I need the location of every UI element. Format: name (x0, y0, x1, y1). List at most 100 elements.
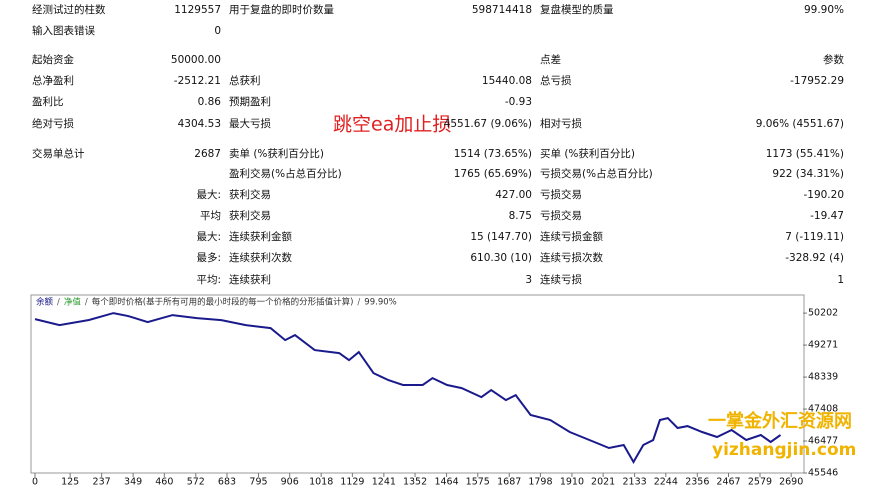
report-cell: 连续获利金额 (229, 230, 292, 243)
chart-header-part: / (357, 298, 360, 308)
report-cell: 平均: (196, 274, 221, 286)
watermark-url: yizhangjin.com (712, 440, 856, 460)
report-cell: 0 (214, 25, 221, 37)
x-tick-label: 1575 (466, 477, 490, 488)
x-tick-label: 2356 (685, 477, 709, 488)
report-cell: 参数 (823, 53, 844, 66)
x-tick-label: 460 (155, 477, 173, 488)
report-cell: 最大亏损 (229, 117, 271, 130)
report-cell: 卖单 (%获利百分比) (229, 147, 324, 160)
report-cell: 经测试过的柱数 (32, 3, 106, 16)
x-tick-label: 2467 (716, 477, 740, 488)
report-cell: 4551.67 (9.06%) (444, 118, 532, 130)
x-tick-label: 906 (281, 477, 299, 488)
report-cell: 3 (525, 274, 532, 286)
report-cell: 610.30 (10) (470, 252, 532, 264)
y-tick-label: 49271 (808, 340, 838, 351)
report-cell: 7 (-119.11) (785, 231, 844, 243)
report-cell: 427.00 (495, 189, 532, 201)
x-tick-label: 683 (218, 477, 236, 488)
chart-header-part: 99.90% (364, 298, 396, 308)
x-tick-label: 1018 (309, 477, 333, 488)
x-tick-label: 795 (249, 477, 267, 488)
chart-header-part: 余额 (36, 297, 54, 308)
report-cell: 4304.53 (178, 118, 221, 130)
report-cell: 亏损交易(%占总百分比) (540, 167, 653, 180)
report-cell: 1514 (73.65%) (454, 148, 532, 160)
report-cell: 总获利 (229, 74, 261, 87)
report-cell: 用于复盘的即时价数量 (229, 3, 334, 16)
report-cell: 连续亏损 (540, 273, 582, 286)
report-cell: 输入图表错误 (32, 24, 95, 37)
report-cell: 1 (837, 274, 844, 286)
report-cell: 15440.08 (482, 75, 532, 87)
report-cell: 9.06% (4551.67) (756, 118, 844, 130)
x-tick-label: 1687 (497, 477, 521, 488)
x-tick-label: 125 (61, 477, 79, 488)
x-tick-label: 572 (187, 477, 205, 488)
x-tick-label: 237 (93, 477, 111, 488)
report-cell: -0.93 (505, 96, 532, 108)
report-cell: 盈利交易(%占总百分比) (229, 167, 342, 180)
report-cell: 最大: (196, 188, 221, 201)
report-cell: -17952.29 (790, 75, 844, 87)
balance-line (34, 312, 782, 465)
watermark-title: 一掌金外汇资源网 (708, 410, 852, 432)
x-tick-label: 349 (124, 477, 142, 488)
y-tick-label: 46477 (808, 436, 838, 447)
report-cell: 15 (147.70) (470, 231, 532, 243)
x-tick-label: 1910 (560, 477, 584, 488)
report-cell: -328.92 (4) (785, 252, 844, 264)
report-cell: 50000.00 (171, 54, 221, 66)
report-cell: 922 (34.31%) (772, 168, 844, 180)
report-cell: 点差 (540, 53, 561, 66)
report-cell: 起始资金 (32, 53, 74, 66)
report-cell: 1129557 (174, 4, 221, 16)
report-cell: 连续亏损次数 (540, 251, 603, 264)
report-cell: -19.47 (810, 210, 844, 222)
x-tick-label: 2690 (779, 477, 803, 488)
report-cell: 连续获利次数 (229, 251, 292, 264)
report-cell: 1173 (55.41%) (766, 148, 844, 160)
x-tick-label: 1241 (372, 477, 396, 488)
report-cell: 1765 (65.69%) (454, 168, 532, 180)
report-cell: 获利交易 (229, 188, 271, 201)
y-tick-label: 50202 (808, 308, 838, 319)
report-cell: 绝对亏损 (32, 117, 74, 130)
chart-header: 余额 / 净值 / 每个即时价格(基于所有可用的最小时段的每一个价格的分形插值计算)/9… (36, 297, 397, 308)
report-cell: 获利交易 (229, 209, 271, 222)
chart-header-part: / (85, 298, 88, 308)
x-tick-label: 1129 (340, 477, 364, 488)
report-cell: 总净盈利 (32, 74, 74, 87)
x-tick-label: 1798 (528, 477, 552, 488)
x-tick-label: 2244 (654, 477, 678, 488)
x-tick-label: 0 (32, 477, 38, 488)
report-cell: 相对亏损 (540, 117, 582, 130)
x-tick-label: 2133 (623, 477, 647, 488)
report-cell: 平均 (200, 210, 221, 222)
report-cell: 总亏损 (540, 74, 572, 87)
y-tick-label: 48339 (808, 372, 838, 383)
chart-header-part: / (57, 298, 60, 308)
report-cell: -190.20 (803, 189, 844, 201)
report-cell: 99.90% (804, 4, 844, 16)
report-cell: 买单 (%获利百分比) (540, 147, 635, 160)
report-cell: 连续亏损金额 (540, 230, 603, 243)
report-cell: 盈利比 (32, 95, 64, 108)
report-cell: 最大: (196, 230, 221, 243)
x-tick-label: 1464 (434, 477, 458, 488)
report-cell: -2512.21 (174, 75, 221, 87)
report-cell: 2687 (194, 148, 221, 160)
annotation: 跳空ea加止损 (333, 114, 451, 136)
chart-header-part: 净值 (64, 297, 82, 308)
report-cell: 亏损交易 (540, 209, 582, 222)
x-tick-label: 2579 (748, 477, 772, 488)
report-cell: 复盘模型的质量 (540, 3, 614, 16)
report-cell: 598714418 (472, 4, 532, 16)
y-tick-label: 47408 (808, 404, 838, 415)
report-cell: 最多: (196, 251, 221, 264)
report-cell: 连续获利 (229, 273, 271, 286)
report-cell: 0.86 (198, 96, 222, 108)
